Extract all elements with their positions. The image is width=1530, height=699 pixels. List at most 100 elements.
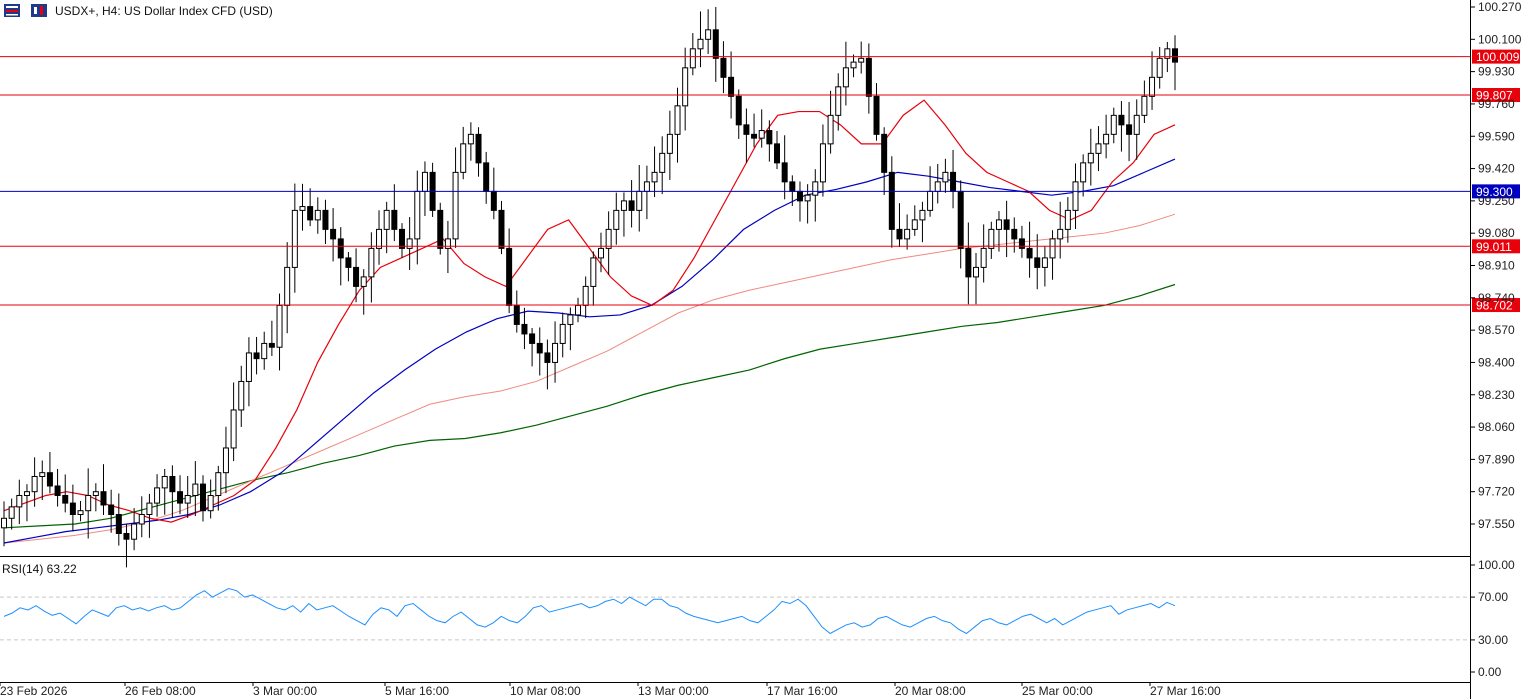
candle[interactable]: [345, 252, 352, 282]
candle[interactable]: [728, 51, 735, 119]
candle[interactable]: [819, 124, 826, 197]
candle[interactable]: [850, 54, 857, 78]
candle[interactable]: [590, 251, 597, 306]
candle[interactable]: [513, 290, 520, 333]
candle[interactable]: [674, 87, 681, 163]
candle[interactable]: [934, 163, 941, 204]
candle[interactable]: [865, 43, 872, 114]
candle[interactable]: [207, 479, 214, 519]
candle[interactable]: [1041, 245, 1048, 287]
candle[interactable]: [1133, 99, 1140, 160]
candle[interactable]: [835, 73, 842, 131]
candle[interactable]: [353, 248, 360, 303]
candle[interactable]: [881, 127, 888, 195]
candle[interactable]: [92, 483, 99, 512]
candle[interactable]: [199, 475, 206, 522]
candle[interactable]: [1087, 128, 1094, 186]
candle[interactable]: [360, 269, 367, 315]
menu-icon[interactable]: [4, 4, 20, 17]
candle[interactable]: [597, 232, 604, 273]
candle[interactable]: [1057, 201, 1064, 259]
candle[interactable]: [1, 501, 7, 547]
candle[interactable]: [284, 242, 291, 334]
candle[interactable]: [636, 164, 643, 232]
candle[interactable]: [230, 382, 237, 462]
candle[interactable]: [421, 161, 428, 217]
candle[interactable]: [85, 468, 92, 539]
candle[interactable]: [720, 41, 727, 94]
candle[interactable]: [605, 211, 612, 275]
candle[interactable]: [391, 184, 398, 242]
candle[interactable]: [1011, 217, 1018, 253]
candle[interactable]: [368, 232, 375, 303]
candle[interactable]: [858, 41, 865, 74]
candle[interactable]: [873, 83, 880, 141]
candle[interactable]: [628, 180, 635, 228]
candle[interactable]: [1003, 200, 1010, 258]
candle[interactable]: [743, 108, 750, 163]
candle[interactable]: [307, 188, 314, 227]
chart-type-icon[interactable]: [31, 4, 47, 17]
candle[interactable]: [1034, 234, 1041, 290]
candle[interactable]: [498, 200, 505, 255]
candle[interactable]: [1072, 163, 1079, 230]
candle[interactable]: [827, 90, 834, 154]
candle[interactable]: [582, 276, 589, 319]
candle[interactable]: [911, 205, 918, 236]
candle[interactable]: [398, 223, 405, 258]
candle[interactable]: [376, 210, 383, 265]
candle[interactable]: [1126, 101, 1133, 162]
candle[interactable]: [643, 165, 650, 220]
candle[interactable]: [54, 468, 61, 507]
candle[interactable]: [444, 220, 451, 274]
candle[interactable]: [567, 307, 574, 351]
candle[interactable]: [666, 110, 673, 180]
candle[interactable]: [712, 6, 719, 82]
candle[interactable]: [781, 135, 788, 200]
candle[interactable]: [1156, 46, 1163, 89]
candle[interactable]: [980, 224, 987, 283]
candle[interactable]: [506, 228, 513, 314]
candle[interactable]: [774, 130, 781, 170]
candle[interactable]: [138, 496, 145, 538]
candle[interactable]: [544, 339, 551, 390]
candle[interactable]: [215, 465, 222, 511]
candlesticks[interactable]: [1, 6, 1178, 568]
candle[interactable]: [697, 11, 704, 68]
candle[interactable]: [1026, 221, 1033, 278]
candle[interactable]: [1049, 230, 1056, 280]
candle[interactable]: [146, 493, 153, 538]
candle[interactable]: [115, 493, 122, 546]
candle[interactable]: [1141, 80, 1148, 124]
candle[interactable]: [46, 451, 53, 494]
candle[interactable]: [1118, 101, 1125, 152]
candle[interactable]: [957, 180, 964, 269]
candle[interactable]: [1018, 225, 1025, 258]
candle[interactable]: [330, 208, 337, 262]
candle[interactable]: [705, 9, 712, 54]
candle[interactable]: [406, 217, 413, 271]
candle[interactable]: [1103, 114, 1110, 159]
candle[interactable]: [965, 222, 972, 305]
candle[interactable]: [904, 214, 911, 250]
candle[interactable]: [222, 426, 229, 494]
horizontal-levels[interactable]: 100.009 99.807 99.300 99.011 98.702: [0, 49, 1520, 313]
candle[interactable]: [429, 162, 436, 217]
candle[interactable]: [919, 201, 926, 243]
candle[interactable]: [131, 508, 138, 551]
candle[interactable]: [100, 464, 107, 516]
candle[interactable]: [804, 184, 811, 224]
candle[interactable]: [758, 109, 765, 148]
candle[interactable]: [1064, 197, 1071, 243]
candle[interactable]: [253, 336, 260, 375]
candle[interactable]: [973, 252, 980, 305]
candle[interactable]: [490, 167, 497, 220]
candle[interactable]: [995, 211, 1002, 252]
candle[interactable]: [169, 465, 176, 518]
candle[interactable]: [1095, 126, 1102, 172]
candle[interactable]: [383, 201, 390, 254]
candle[interactable]: [108, 489, 115, 533]
candle[interactable]: [1149, 51, 1156, 110]
candle[interactable]: [154, 474, 161, 517]
candle[interactable]: [659, 136, 666, 195]
